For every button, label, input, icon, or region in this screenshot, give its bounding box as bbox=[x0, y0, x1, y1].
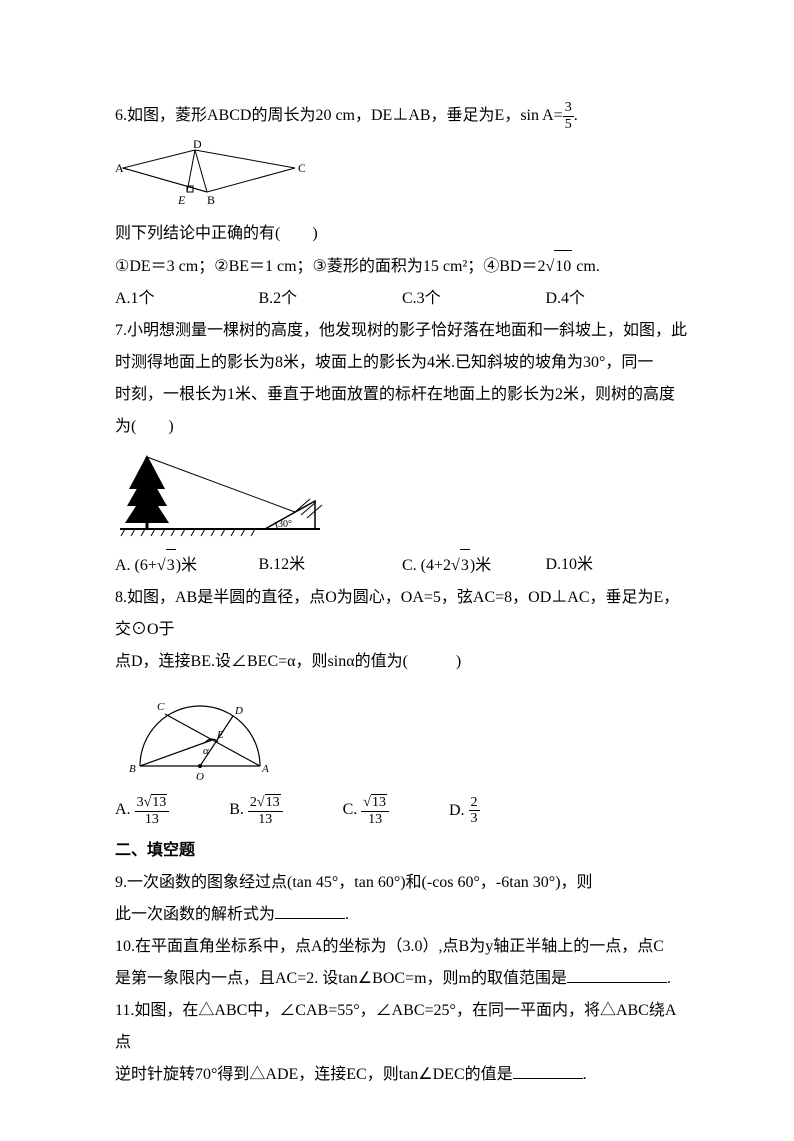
q7-option-b[interactable]: B.12米 bbox=[259, 549, 403, 582]
q6-stem-prefix: 6.如图，菱形ABCD的周长为20 cm，DE⊥AB，垂足为E，sin A= bbox=[115, 107, 563, 124]
svg-text:C: C bbox=[157, 701, 165, 713]
q11-l1: 11.如图，在△ABC中，∠CAB=55°，∠ABC=25°，在同一平面内，将△… bbox=[115, 995, 689, 1059]
sqrt-icon: √ bbox=[363, 795, 371, 810]
q8-figure: A B C D E O α bbox=[115, 686, 689, 786]
q9-l1: 9.一次函数的图象经过点(tan 45°，tan 60°)和(‐cos 60°，… bbox=[115, 867, 689, 899]
svg-text:A: A bbox=[261, 763, 269, 775]
q10-blank[interactable] bbox=[567, 968, 667, 983]
sqrt-icon: √ bbox=[144, 795, 152, 810]
q7-l3: 时刻，一根长为1米、垂直于地面放置的标杆在地面上的影长为2米，则树的高度 bbox=[115, 379, 689, 411]
svg-text:E: E bbox=[216, 729, 224, 741]
q11-l2: 逆时针旋转70°得到△ADE，连接EC，则tan∠DEC的值是. bbox=[115, 1059, 689, 1091]
q9-blank[interactable] bbox=[275, 904, 345, 919]
section2-heading: 二、填空题 bbox=[115, 835, 689, 867]
q6-stem-suffix: . bbox=[574, 107, 578, 124]
q7-option-a[interactable]: A. (6+√3)米 bbox=[115, 549, 259, 582]
sqrt-icon: √ bbox=[545, 258, 554, 275]
q6-label-B: B bbox=[207, 193, 215, 207]
q10-l2: 是第一象限内一点，且AC=2. 设tan∠BOC=m，则m的取值范围是. bbox=[115, 963, 689, 995]
q7-option-c[interactable]: C. (4+2√3)米 bbox=[402, 549, 546, 582]
q6-option-b[interactable]: B.2个 bbox=[259, 283, 403, 315]
svg-text:O: O bbox=[196, 771, 204, 783]
q7-options: A. (6+√3)米 B.12米 C. (4+2√3)米 D.10米 bbox=[115, 549, 689, 582]
q6-frac: 35 bbox=[563, 100, 574, 132]
q11-blank[interactable] bbox=[513, 1064, 583, 1079]
svg-text:D: D bbox=[234, 705, 243, 717]
q10-l1: 10.在平面直角坐标系中，点A的坐标为（3.0）,点B为y轴正半轴上的一点，点C bbox=[115, 931, 689, 963]
q8-option-a[interactable]: A. 3√1313 bbox=[115, 794, 169, 827]
q6-sub2: ①DE＝3 cm；②BE＝1 cm；③菱形的面积为15 cm²；④BD＝2√10… bbox=[115, 250, 689, 283]
q6-figure: A D C B E bbox=[115, 140, 689, 210]
svg-text:B: B bbox=[129, 763, 136, 775]
q6-label-A: A bbox=[115, 161, 124, 175]
sqrt-icon: √ bbox=[257, 795, 265, 810]
q6-options: A.1个 B.2个 C.3个 D.4个 bbox=[115, 283, 689, 315]
q8-options: A. 3√1313 B. 2√1313 C. √1313 D. 23 bbox=[115, 794, 689, 827]
q7-l1: 7.小明想测量一棵树的高度，他发现树的影子恰好落在地面和一斜坡上，如图，此 bbox=[115, 315, 689, 347]
q6-option-a[interactable]: A.1个 bbox=[115, 283, 259, 315]
q7-l2: 时测得地面上的影长为8米，坡面上的影长为4米.已知斜坡的坡角为30°，同一 bbox=[115, 347, 689, 379]
svg-text:α: α bbox=[203, 745, 209, 757]
q7-angle-label: 30° bbox=[278, 519, 292, 530]
q6-option-c[interactable]: C.3个 bbox=[402, 283, 546, 315]
q8-option-d[interactable]: D. 23 bbox=[449, 795, 480, 827]
q6-label-D: D bbox=[193, 140, 202, 151]
q8-option-b[interactable]: B. 2√1313 bbox=[229, 794, 282, 827]
sqrt-icon: √ bbox=[451, 557, 460, 574]
q6-sub1: 则下列结论中正确的有( ) bbox=[115, 218, 689, 250]
q8-l1: 8.如图，AB是半圆的直径，点O为圆心，OA=5，弦AC=8，OD⊥AC，垂足为… bbox=[115, 582, 689, 646]
q6-stem: 6.如图，菱形ABCD的周长为20 cm，DE⊥AB，垂足为E，sin A=35… bbox=[115, 100, 689, 132]
q6-label-E: E bbox=[177, 193, 186, 207]
q6-label-C: C bbox=[298, 161, 305, 175]
sqrt-icon: √ bbox=[157, 557, 166, 574]
q6-option-d[interactable]: D.4个 bbox=[546, 283, 690, 315]
q7-l4: 为( ) bbox=[115, 411, 689, 443]
q7-option-d[interactable]: D.10米 bbox=[546, 549, 690, 582]
q8-l2: 点D，连接BE.设∠BEC=α，则sinα的值为( ) bbox=[115, 646, 689, 678]
q8-option-c[interactable]: C. √1313 bbox=[343, 794, 389, 827]
q7-figure: 30° bbox=[115, 451, 689, 541]
q9-l2: 此一次函数的解析式为. bbox=[115, 899, 689, 931]
